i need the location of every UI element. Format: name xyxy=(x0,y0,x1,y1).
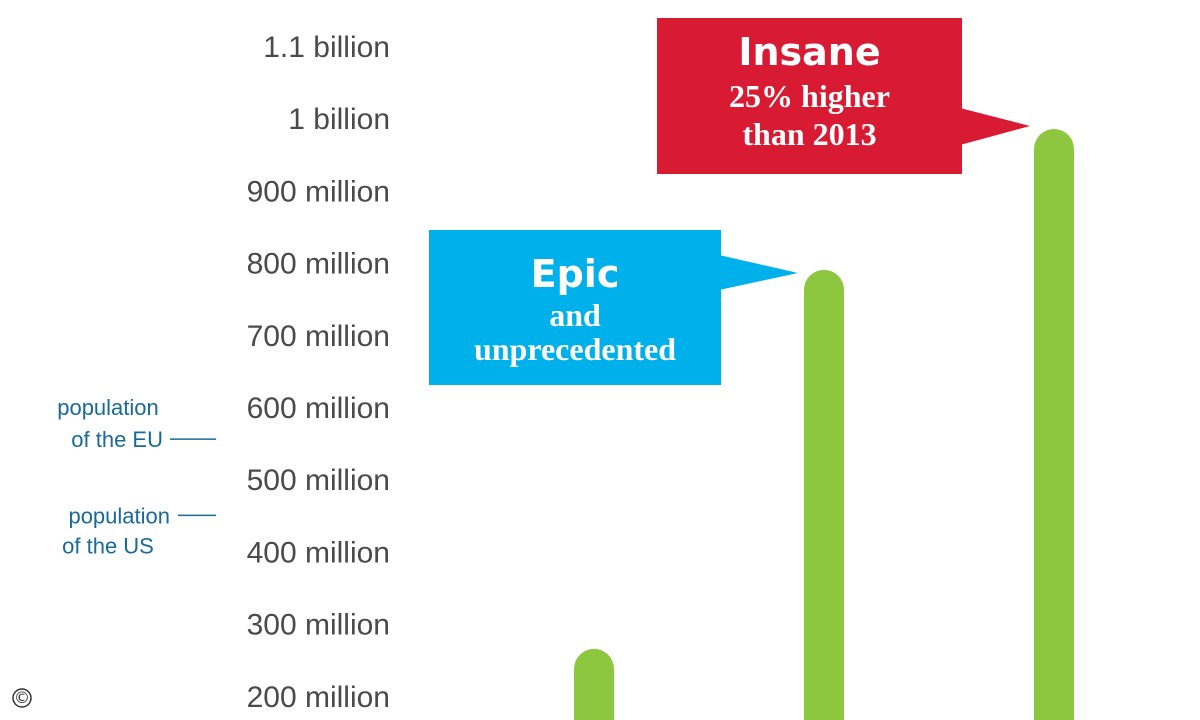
callout-box xyxy=(657,18,962,174)
bar-2 xyxy=(804,269,844,720)
y-tick-label: 600 million xyxy=(247,392,390,425)
bars xyxy=(574,129,1074,720)
reference-lines: population of the EU population of the US xyxy=(57,395,216,558)
copyright-icon xyxy=(12,688,32,708)
y-tick-label: 300 million xyxy=(247,609,390,642)
callout-title: Epic xyxy=(531,252,620,296)
callout-text: 25% higher xyxy=(729,78,890,114)
y-tick-label: 500 million xyxy=(247,464,390,497)
y-axis-ticks: 1.1 billion 1 billion 900 million 800 milli… xyxy=(247,31,390,714)
callout-title: Insane xyxy=(738,30,880,74)
reference-label: population xyxy=(68,503,170,528)
reference-marker: population of the US xyxy=(62,503,216,558)
y-tick-label: 1.1 billion xyxy=(263,31,390,64)
y-tick-label: 400 million xyxy=(247,536,390,569)
y-tick-label: 700 million xyxy=(247,320,390,353)
y-tick-label: 800 million xyxy=(247,248,390,281)
callout-box xyxy=(429,230,721,385)
callout-text: unprecedented xyxy=(474,331,676,367)
y-tick-label: 200 million xyxy=(247,681,390,714)
reference-label: of the EU xyxy=(71,427,163,452)
reference-label: of the US xyxy=(62,533,154,558)
copyright-text: © xyxy=(14,688,30,707)
reference-label: population xyxy=(57,395,159,420)
y-tick-label: 900 million xyxy=(247,175,390,208)
copyright-mark: © xyxy=(12,688,32,708)
callout-pointer xyxy=(719,255,798,290)
callout-pointer xyxy=(960,108,1030,145)
callout-text: and xyxy=(549,297,601,333)
callout-text: than 2013 xyxy=(742,116,876,152)
bar-3 xyxy=(1034,129,1074,720)
reference-marker: population of the EU xyxy=(57,395,216,452)
y-tick-label: 1 billion xyxy=(288,103,390,136)
bar-1 xyxy=(574,648,614,720)
